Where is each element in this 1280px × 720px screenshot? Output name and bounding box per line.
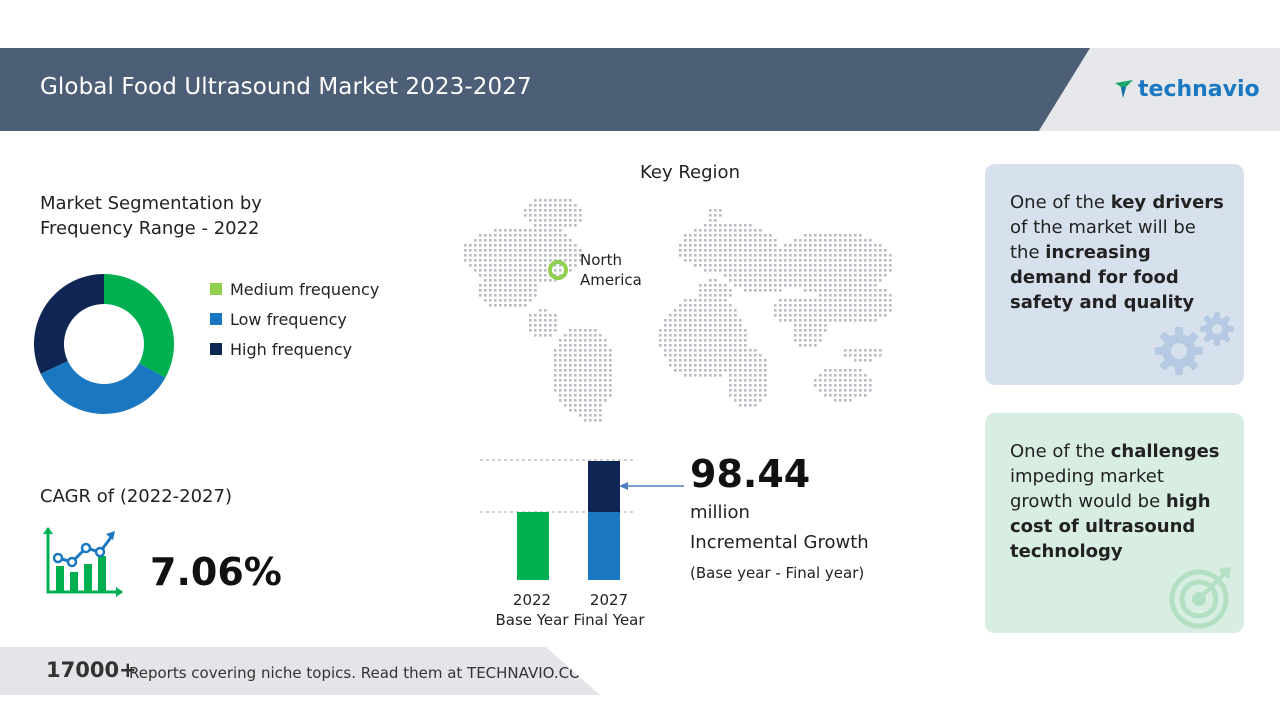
footer-banner[interactable]: 17000+ Reports covering niche topics. Re… <box>0 647 600 695</box>
legend-item-high: High frequency <box>210 334 379 364</box>
technavio-logo-icon <box>1115 80 1133 98</box>
world-map-dots <box>464 199 892 422</box>
cagr-label: CAGR of (2022-2027) <box>40 486 232 507</box>
challenges-text-pre: One of the <box>1010 441 1111 462</box>
incremental-growth-value: 98.44 <box>690 452 811 496</box>
legend-swatch-low <box>210 313 222 325</box>
key-region-title: Key Region <box>640 162 740 183</box>
donut-slice-medium <box>104 274 174 378</box>
world-map <box>464 199 892 422</box>
challenges-text-bold2: high cost of ultrasound technology <box>1010 491 1211 562</box>
incremental-growth-label: Incremental Growth <box>690 532 869 553</box>
segmentation-title: Market Segmentation by Frequency Range -… <box>40 193 262 239</box>
incremental-growth-note: (Base year - Final year) <box>690 564 865 582</box>
target-icon <box>1169 567 1231 629</box>
drivers-text-bold1: key drivers <box>1110 192 1224 213</box>
challenges-text-mid: impeding market growth would be <box>1010 466 1166 512</box>
growth-arrow-head <box>619 482 628 490</box>
legend-label-medium: Medium frequency <box>230 279 380 299</box>
bar-caption-2022: Base Year <box>495 611 569 629</box>
drivers-text-mid: of the market will be the <box>1010 217 1196 263</box>
legend-swatch-high <box>210 343 222 355</box>
key-drivers-card: One of the key drivers of the market wil… <box>985 164 1244 385</box>
technavio-logo[interactable]: technavio <box>1114 76 1260 102</box>
cagr-value: 7.06% <box>150 550 282 594</box>
bar-2027-base <box>588 512 620 580</box>
donut-slice-high <box>33 274 104 374</box>
bar-label-2022: 2022 Base Year <box>487 590 577 630</box>
segmentation-donut-chart <box>33 274 174 414</box>
north-america-marker <box>548 260 568 280</box>
incremental-growth-unit: million <box>690 502 750 523</box>
legend-item-low: Low frequency <box>210 304 379 334</box>
gears-icon <box>1155 312 1234 375</box>
logo-text: technavio <box>1138 76 1260 102</box>
key-region-name: North America <box>580 251 642 289</box>
challenges-text-bold1: challenges <box>1110 441 1220 462</box>
header-title-band: Global Food Ultrasound Market 2023-2027 <box>0 48 1090 131</box>
drivers-text-pre: One of the <box>1010 192 1111 213</box>
footer-text: Reports covering niche topics. Read them… <box>129 664 594 682</box>
incremental-growth-bar-chart <box>480 459 684 580</box>
footer-report-count: 17000+ <box>46 658 137 682</box>
bar-label-2027: 2027 Final Year <box>564 590 654 630</box>
growth-chart-icon <box>43 527 123 597</box>
bar-year-2022: 2022 <box>512 591 552 609</box>
header-bar: Global Food Ultrasound Market 2023-2027 … <box>0 48 1280 131</box>
segmentation-legend: Medium frequency Low frequency High freq… <box>210 274 379 364</box>
legend-label-high: High frequency <box>230 339 353 359</box>
bar-2027-increment <box>588 461 620 512</box>
bar-year-2027: 2027 <box>589 591 629 609</box>
legend-swatch-medium <box>210 283 222 295</box>
legend-label-low: Low frequency <box>230 309 347 329</box>
legend-item-medium: Medium frequency <box>210 274 379 304</box>
challenges-card: One of the challenges impeding market gr… <box>985 413 1244 633</box>
bar-caption-2027: Final Year <box>573 611 645 629</box>
page-title: Global Food Ultrasound Market 2023-2027 <box>40 74 532 100</box>
bar-2022-base <box>517 512 549 580</box>
donut-slice-low <box>40 361 166 414</box>
key-region-label: North America <box>580 250 642 290</box>
drivers-text-bold2: increasing demand for food safety and qu… <box>1010 242 1195 313</box>
